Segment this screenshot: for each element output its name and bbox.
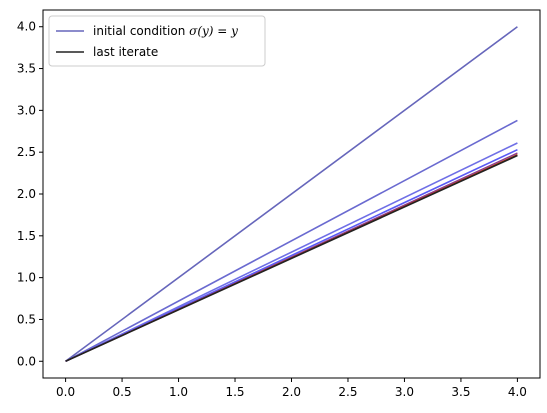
x-tick-label: 4.0 (508, 385, 527, 399)
y-tick-label: 0.5 (17, 312, 36, 326)
y-tick-label: 1.0 (17, 271, 36, 285)
legend-label-last-iterate-prefix: last iterate (93, 45, 158, 59)
legend-label-initial-condition: initial condition σ(y) = y (93, 24, 238, 38)
y-axis: 0.0 0.5 1.0 1.5 2.0 2.5 3.0 3.5 4.0 (17, 20, 43, 368)
series-line-2 (65, 142, 518, 362)
legend-box (48, 15, 266, 67)
y-tick-label: 2.0 (17, 187, 36, 201)
y-tick-label: 1.5 (17, 229, 36, 243)
y-tick-label: 0.0 (17, 354, 36, 368)
legend: initial condition σ(y) = y last iterate (48, 15, 266, 67)
x-tick-label: 2.0 (282, 385, 301, 399)
legend-label-initial-condition-math: σ(y) = y (189, 24, 238, 38)
y-tick-label: 3.5 (17, 62, 36, 76)
series-line-0 (65, 26, 518, 362)
y-tick-label: 4.0 (17, 20, 36, 34)
legend-label-initial-condition-prefix: initial condition (93, 24, 189, 38)
x-axis: 0.0 0.5 1.0 1.5 2.0 2.5 3.0 3.5 4.0 (56, 378, 527, 399)
x-tick-label: 3.5 (451, 385, 470, 399)
series-layer (65, 26, 518, 362)
x-tick-label: 1.5 (225, 385, 244, 399)
legend-label-last-iterate: last iterate (93, 45, 158, 59)
x-tick-label: 3.0 (395, 385, 414, 399)
y-tick-label: 3.0 (17, 103, 36, 117)
x-tick-label: 1.0 (169, 385, 188, 399)
series-line-6 (65, 154, 518, 362)
x-tick-label: 0.5 (113, 385, 132, 399)
y-tick-label: 2.5 (17, 145, 36, 159)
series-line-1 (65, 119, 518, 362)
x-tick-label: 0.0 (56, 385, 75, 399)
x-tick-label: 2.5 (338, 385, 357, 399)
